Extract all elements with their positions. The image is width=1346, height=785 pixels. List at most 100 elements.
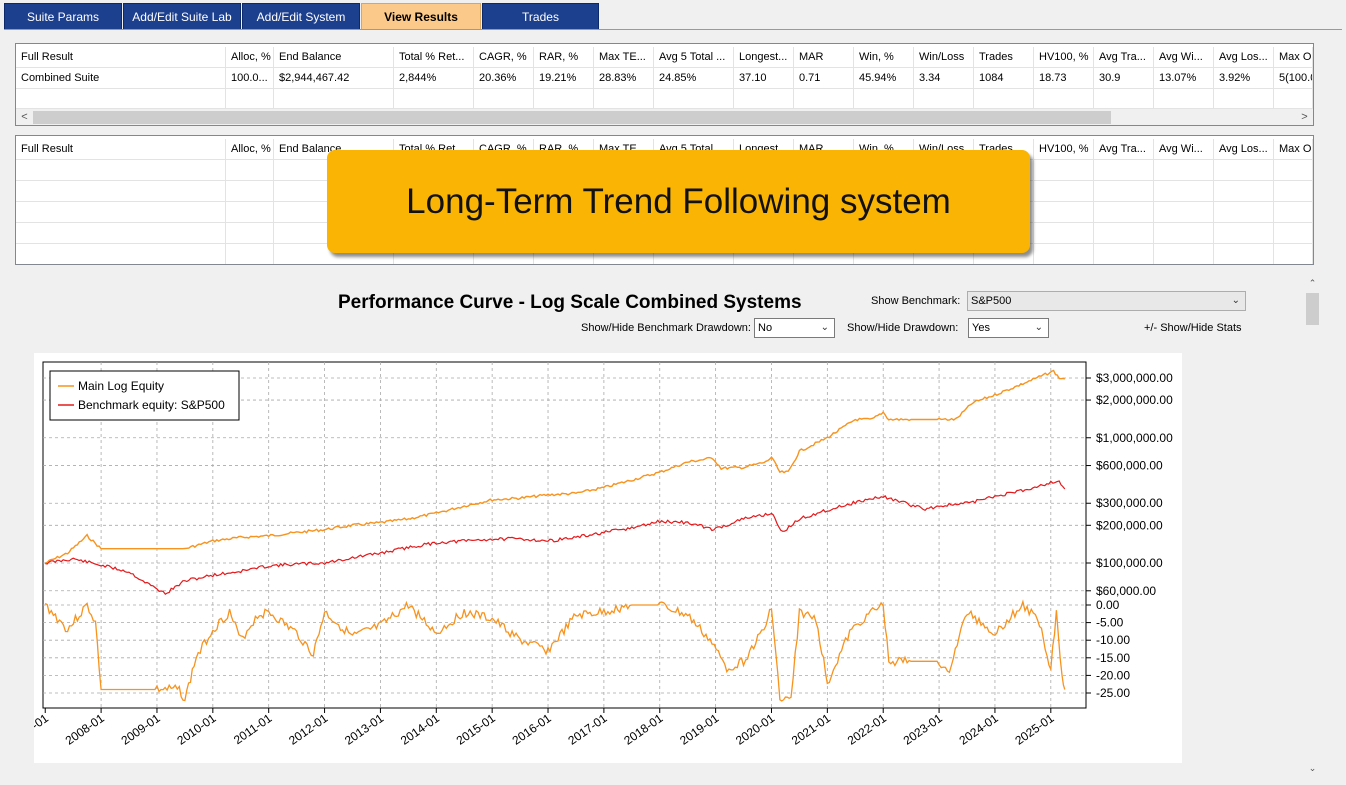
- table-cell-empty: [16, 202, 226, 223]
- table-cell-empty: [1034, 160, 1094, 181]
- column-header: Max TE...: [594, 47, 654, 68]
- y-tick-label: $100,000.00: [1096, 556, 1163, 570]
- drawdown-tick-label: -5.00: [1096, 616, 1124, 630]
- table-cell-empty: [1154, 181, 1214, 202]
- table-cell-empty: [1274, 202, 1313, 223]
- table-cell-empty: [1034, 181, 1094, 202]
- table-cell-empty: [474, 89, 534, 110]
- tab-add-edit-suite-lab[interactable]: Add/Edit Suite Lab: [123, 3, 241, 30]
- drawdown-value: Yes: [972, 322, 990, 334]
- results-grid: Full Result Alloc, % End Balance Total % Re…: [15, 43, 1314, 126]
- drawdown-label: Show/Hide Drawdown:: [847, 322, 959, 334]
- y-tick-label: $2,000,000.00: [1096, 393, 1173, 407]
- table-cell-empty: [16, 89, 226, 110]
- table-cell-empty: [654, 244, 734, 264]
- chart-legend: Main Log Equity Benchmark equity: S&P500: [49, 370, 240, 421]
- scroll-down-icon[interactable]: ⌄: [1308, 763, 1317, 773]
- table-cell-empty: [274, 89, 394, 110]
- scroll-right-icon[interactable]: >: [1301, 111, 1308, 123]
- table-cell-empty: [16, 181, 226, 202]
- table-cell-empty: [1154, 244, 1214, 264]
- table-cell-empty: [974, 89, 1034, 110]
- table-row[interactable]: Combined Suite 100.0... $2,944,467.42 2,844…: [16, 68, 1313, 89]
- tab-add-edit-system[interactable]: Add/Edit System: [242, 3, 360, 30]
- benchmark-drawdown-select[interactable]: No ⌄: [754, 318, 835, 338]
- vertical-scrollbar[interactable]: ⌃ ⌄: [1304, 275, 1321, 777]
- table-cell: 2,844%: [394, 68, 474, 89]
- tab-view-results[interactable]: View Results: [361, 3, 481, 30]
- table-cell-empty: [1214, 181, 1274, 202]
- series-layer: [44, 369, 1066, 702]
- table-cell-empty: [1034, 223, 1094, 244]
- results-grid-header: Full Result Alloc, % End Balance Total % Re…: [16, 47, 1313, 68]
- table-cell: $2,944,467.42: [274, 68, 394, 89]
- y-tick-label: $200,000.00: [1096, 518, 1163, 532]
- title-banner: Long-Term Trend Following system: [327, 150, 1030, 253]
- column-header: CAGR, %: [474, 47, 534, 68]
- drawdown-tick-label: -20.00: [1096, 668, 1130, 682]
- table-cell: Combined Suite: [16, 68, 226, 89]
- column-header: HV100, %: [1034, 139, 1094, 160]
- table-cell: 3.92%: [1214, 68, 1274, 89]
- table-cell-empty: [226, 202, 274, 223]
- table-cell: 0.71: [794, 68, 854, 89]
- table-cell-empty: [1094, 244, 1154, 264]
- tab-strip-divider: [4, 29, 1342, 30]
- table-cell-empty: [854, 244, 914, 264]
- column-header: Win/Loss: [914, 47, 974, 68]
- table-cell-empty: [914, 89, 974, 110]
- scroll-up-icon[interactable]: ⌃: [1308, 278, 1317, 288]
- table-cell-empty: [594, 89, 654, 110]
- table-cell-empty: [16, 160, 226, 181]
- table-cell-empty: [1154, 160, 1214, 181]
- legend-label-benchmark: Benchmark equity: S&P500: [78, 398, 225, 412]
- column-header: Avg Wi...: [1154, 139, 1214, 160]
- tab-trades[interactable]: Trades: [482, 3, 599, 30]
- table-cell-empty: [274, 244, 394, 264]
- table-cell-empty: [1274, 89, 1313, 110]
- table-cell: 20.36%: [474, 68, 534, 89]
- table-cell-empty: [1214, 244, 1274, 264]
- scroll-left-icon[interactable]: <: [21, 111, 28, 123]
- table-cell-empty: [854, 89, 914, 110]
- legend-box: [49, 370, 240, 421]
- y-axis: $3,000,000.00 $2,000,000.00 $1,000,000.00 $…: [1086, 371, 1173, 700]
- table-cell: 19.21%: [534, 68, 594, 89]
- column-header: End Balance: [274, 47, 394, 68]
- table-cell: 28.83%: [594, 68, 654, 89]
- chevron-down-icon: ⌄: [1034, 322, 1043, 333]
- table-cell-empty: [1214, 202, 1274, 223]
- horizontal-scrollbar[interactable]: < >: [16, 108, 1313, 125]
- table-cell-empty: [1274, 223, 1313, 244]
- table-cell-empty: [974, 244, 1034, 264]
- scroll-thumb[interactable]: [1306, 293, 1319, 325]
- drawdown-select[interactable]: Yes ⌄: [968, 318, 1049, 338]
- benchmark-drawdown-label: Show/Hide Benchmark Drawdown:: [581, 322, 751, 334]
- table-cell-empty: [534, 89, 594, 110]
- column-header: MAR: [794, 47, 854, 68]
- drawdown-tick-label: -25.00: [1096, 686, 1130, 700]
- table-cell-empty: [734, 89, 794, 110]
- y-tick-label: $3,000,000.00: [1096, 371, 1173, 385]
- tab-suite-params[interactable]: Suite Params: [4, 3, 122, 30]
- table-cell-empty: [1274, 160, 1313, 181]
- column-header: Avg Wi...: [1154, 47, 1214, 68]
- chevron-down-icon: ⌄: [820, 322, 829, 333]
- show-hide-stats-toggle[interactable]: +/- Show/Hide Stats: [1144, 322, 1242, 334]
- table-cell-empty: [794, 89, 854, 110]
- benchmark-select[interactable]: S&P500 ⌄: [967, 291, 1246, 311]
- table-cell-empty: [16, 244, 226, 264]
- table-cell-empty: [1094, 181, 1154, 202]
- table-cell-empty: [1034, 89, 1094, 110]
- drawdown-tick-label: -15.00: [1096, 651, 1130, 665]
- table-cell-empty: [1094, 202, 1154, 223]
- table-cell-empty: [1274, 181, 1313, 202]
- column-header: Max Op: [1274, 139, 1313, 160]
- column-header: Trades: [974, 47, 1034, 68]
- table-cell-empty: [394, 244, 474, 264]
- column-header: Avg Los...: [1214, 139, 1274, 160]
- drawdown-tick-label: 0.00: [1096, 598, 1120, 612]
- y-tick-label: $1,000,000.00: [1096, 431, 1173, 445]
- scroll-thumb[interactable]: [33, 111, 1111, 124]
- chevron-down-icon: ⌄: [1231, 295, 1240, 306]
